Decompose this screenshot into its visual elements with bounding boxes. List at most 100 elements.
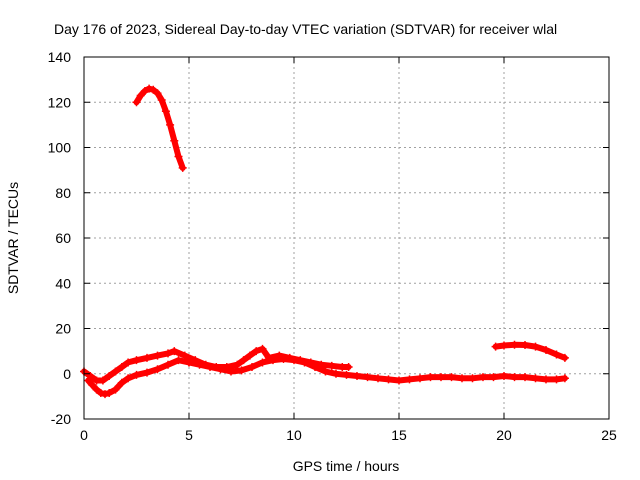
data-point [395,376,403,385]
data-point [185,358,193,367]
data-point [180,351,189,360]
data-point [174,356,183,365]
y-tick-label: 100 [48,140,72,156]
data-point [105,388,114,397]
data-point [290,356,298,365]
x-tick-label: 0 [80,427,88,443]
y-tick-label: 80 [55,185,71,201]
data-point [363,373,372,382]
data-point [164,349,172,358]
data-point [245,351,254,360]
data-point [216,365,225,374]
data-point [500,341,508,350]
data-point [521,341,529,350]
data-point [416,374,424,383]
data-point [124,374,133,383]
data-point [552,375,561,384]
y-tick-label: 120 [48,94,72,110]
x-tick-label: 10 [286,427,302,443]
series-track-flat [185,355,569,385]
data-point [136,91,145,100]
data-point [342,370,351,379]
data-point [258,344,267,353]
data-point [111,367,120,376]
data-point [542,375,550,384]
data-point [384,375,393,384]
data-point [149,85,158,94]
data-point [143,353,151,362]
data-point [248,362,256,371]
data-point [92,385,101,394]
data-point [542,345,550,354]
data-point [174,152,183,161]
data-point [88,381,97,390]
data-point [143,368,151,377]
data-point [344,362,353,371]
data-point [84,376,93,385]
data-point [195,360,204,369]
x-tick-label: 5 [185,427,193,443]
data-point [233,360,242,369]
data-point [161,107,170,116]
x-tick-label: 20 [496,427,512,443]
series-group [80,84,569,399]
series-track-upper-peak [132,84,187,172]
data-point [321,367,330,376]
data-point [311,362,319,371]
data-point [166,120,175,129]
y-tick-label: 0 [63,366,71,382]
data-point [374,374,382,383]
data-point [157,95,166,104]
data-point [140,86,149,95]
data-point [124,358,133,367]
data-point [510,340,519,349]
data-point [132,370,141,379]
data-point [164,360,172,369]
data-point [117,362,126,371]
data-point [560,374,569,383]
data-point [153,89,162,98]
data-point [521,373,529,382]
data-point [491,342,500,351]
data-point [111,385,120,394]
y-tick-label: 20 [55,321,71,337]
data-point [239,356,248,365]
data-point [227,367,235,376]
data-point [178,163,187,172]
data-point [252,347,261,356]
data-point [105,372,114,381]
x-axis-label: GPS time / hours [293,458,400,474]
data-point [98,376,107,385]
data-point [170,136,179,145]
data-point [468,374,477,383]
data-point [447,373,456,382]
chart-title: Day 176 of 2023, Sidereal Day-to-day VTE… [54,21,557,37]
y-tick-label: 140 [48,49,72,65]
series-track-late-bump [491,340,569,362]
data-point [237,366,246,375]
y-tick-label: 40 [55,275,71,291]
data-point [101,390,109,399]
y-axis-label: SDTVAR / TECUs [5,182,21,294]
data-point [153,351,162,360]
y-axis-ticks: -20 0 20 40 60 80 100 120 140 [48,49,609,427]
data-point [437,373,445,382]
data-point [206,362,214,371]
data-point [552,350,561,359]
data-point [560,353,569,362]
data-point [269,356,277,365]
data-point [332,369,340,378]
x-tick-label: 25 [601,427,617,443]
data-point [458,374,466,383]
data-point [500,372,508,381]
data-point [510,373,519,382]
data-point [353,372,361,381]
x-axis-ticks: 0 5 10 15 20 25 [80,57,617,443]
data-point [145,84,154,93]
data-point [405,375,414,384]
data-point [132,356,141,365]
data-point [531,374,540,383]
data-point [479,373,487,382]
x-tick-label: 15 [391,427,407,443]
